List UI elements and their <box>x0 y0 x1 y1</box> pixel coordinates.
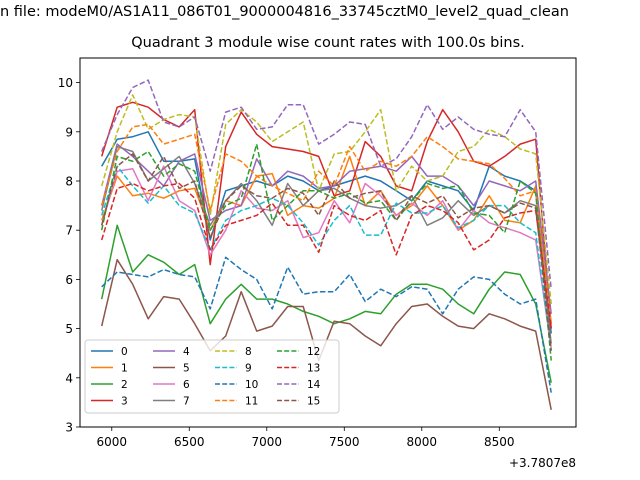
series-line-12 <box>100 143 552 361</box>
chart-title: Quadrant 3 module wise count rates with … <box>131 35 525 51</box>
legend-label-13: 13 <box>307 363 320 375</box>
y-tick-label: 10 <box>58 76 73 90</box>
series-line-10 <box>101 256 552 393</box>
y-tick-label: 8 <box>65 175 73 189</box>
y-axis: 3 4 5 6 7 8 9 10 <box>58 76 80 435</box>
legend-label-12: 12 <box>307 346 320 358</box>
series-line-6 <box>100 165 552 349</box>
x-tick-label: 7500 <box>329 435 360 449</box>
legend-label-5: 5 <box>183 363 190 375</box>
legend-label-7: 7 <box>183 396 190 408</box>
legend-label-6: 6 <box>183 379 190 391</box>
legend-label-0: 0 <box>121 346 128 358</box>
x-tick-label: 7000 <box>252 435 283 449</box>
series-line-15 <box>100 153 552 351</box>
y-tick-label: 3 <box>65 421 73 435</box>
legend-label-3: 3 <box>121 396 128 408</box>
legend-label-10: 10 <box>245 379 258 391</box>
x-tick-label: 8500 <box>484 435 515 449</box>
series-line-0 <box>101 131 552 334</box>
series-line-11 <box>100 123 552 324</box>
x-axis: 6000 6500 7000 7500 8000 8500 <box>97 427 515 449</box>
legend-label-4: 4 <box>183 346 190 358</box>
x-tick-label: 8000 <box>407 435 438 449</box>
series-line-14 <box>101 79 552 290</box>
series-line-2 <box>100 224 552 383</box>
series-line-1 <box>100 155 552 324</box>
series-line-13 <box>100 182 552 329</box>
series-layer <box>100 79 552 410</box>
x-axis-offset-label: +3.7807e8 <box>509 456 576 470</box>
legend-label-1: 1 <box>121 363 128 375</box>
axes-frame <box>79 57 577 428</box>
x-tick-label: 6500 <box>174 435 205 449</box>
y-tick-label: 5 <box>65 322 73 336</box>
series-line-8 <box>100 94 552 305</box>
legend-label-9: 9 <box>245 363 252 375</box>
x-tick-label: 6000 <box>97 435 128 449</box>
y-tick-label: 9 <box>65 125 73 139</box>
legend-label-11: 11 <box>245 396 258 408</box>
legend-label-2: 2 <box>121 379 128 391</box>
legend-box <box>84 339 340 414</box>
legend-label-8: 8 <box>245 346 252 358</box>
legend-label-15: 15 <box>307 396 320 408</box>
series-line-4 <box>100 143 552 314</box>
y-tick-label: 4 <box>65 371 73 385</box>
y-tick-label: 7 <box>65 224 73 238</box>
series-line-9 <box>100 165 552 351</box>
legend-label-14: 14 <box>307 379 321 391</box>
figure-suptitle: n file: modeM0/AS1A11_086T01_9000004816_… <box>0 4 569 20</box>
y-tick-label: 6 <box>65 273 73 287</box>
